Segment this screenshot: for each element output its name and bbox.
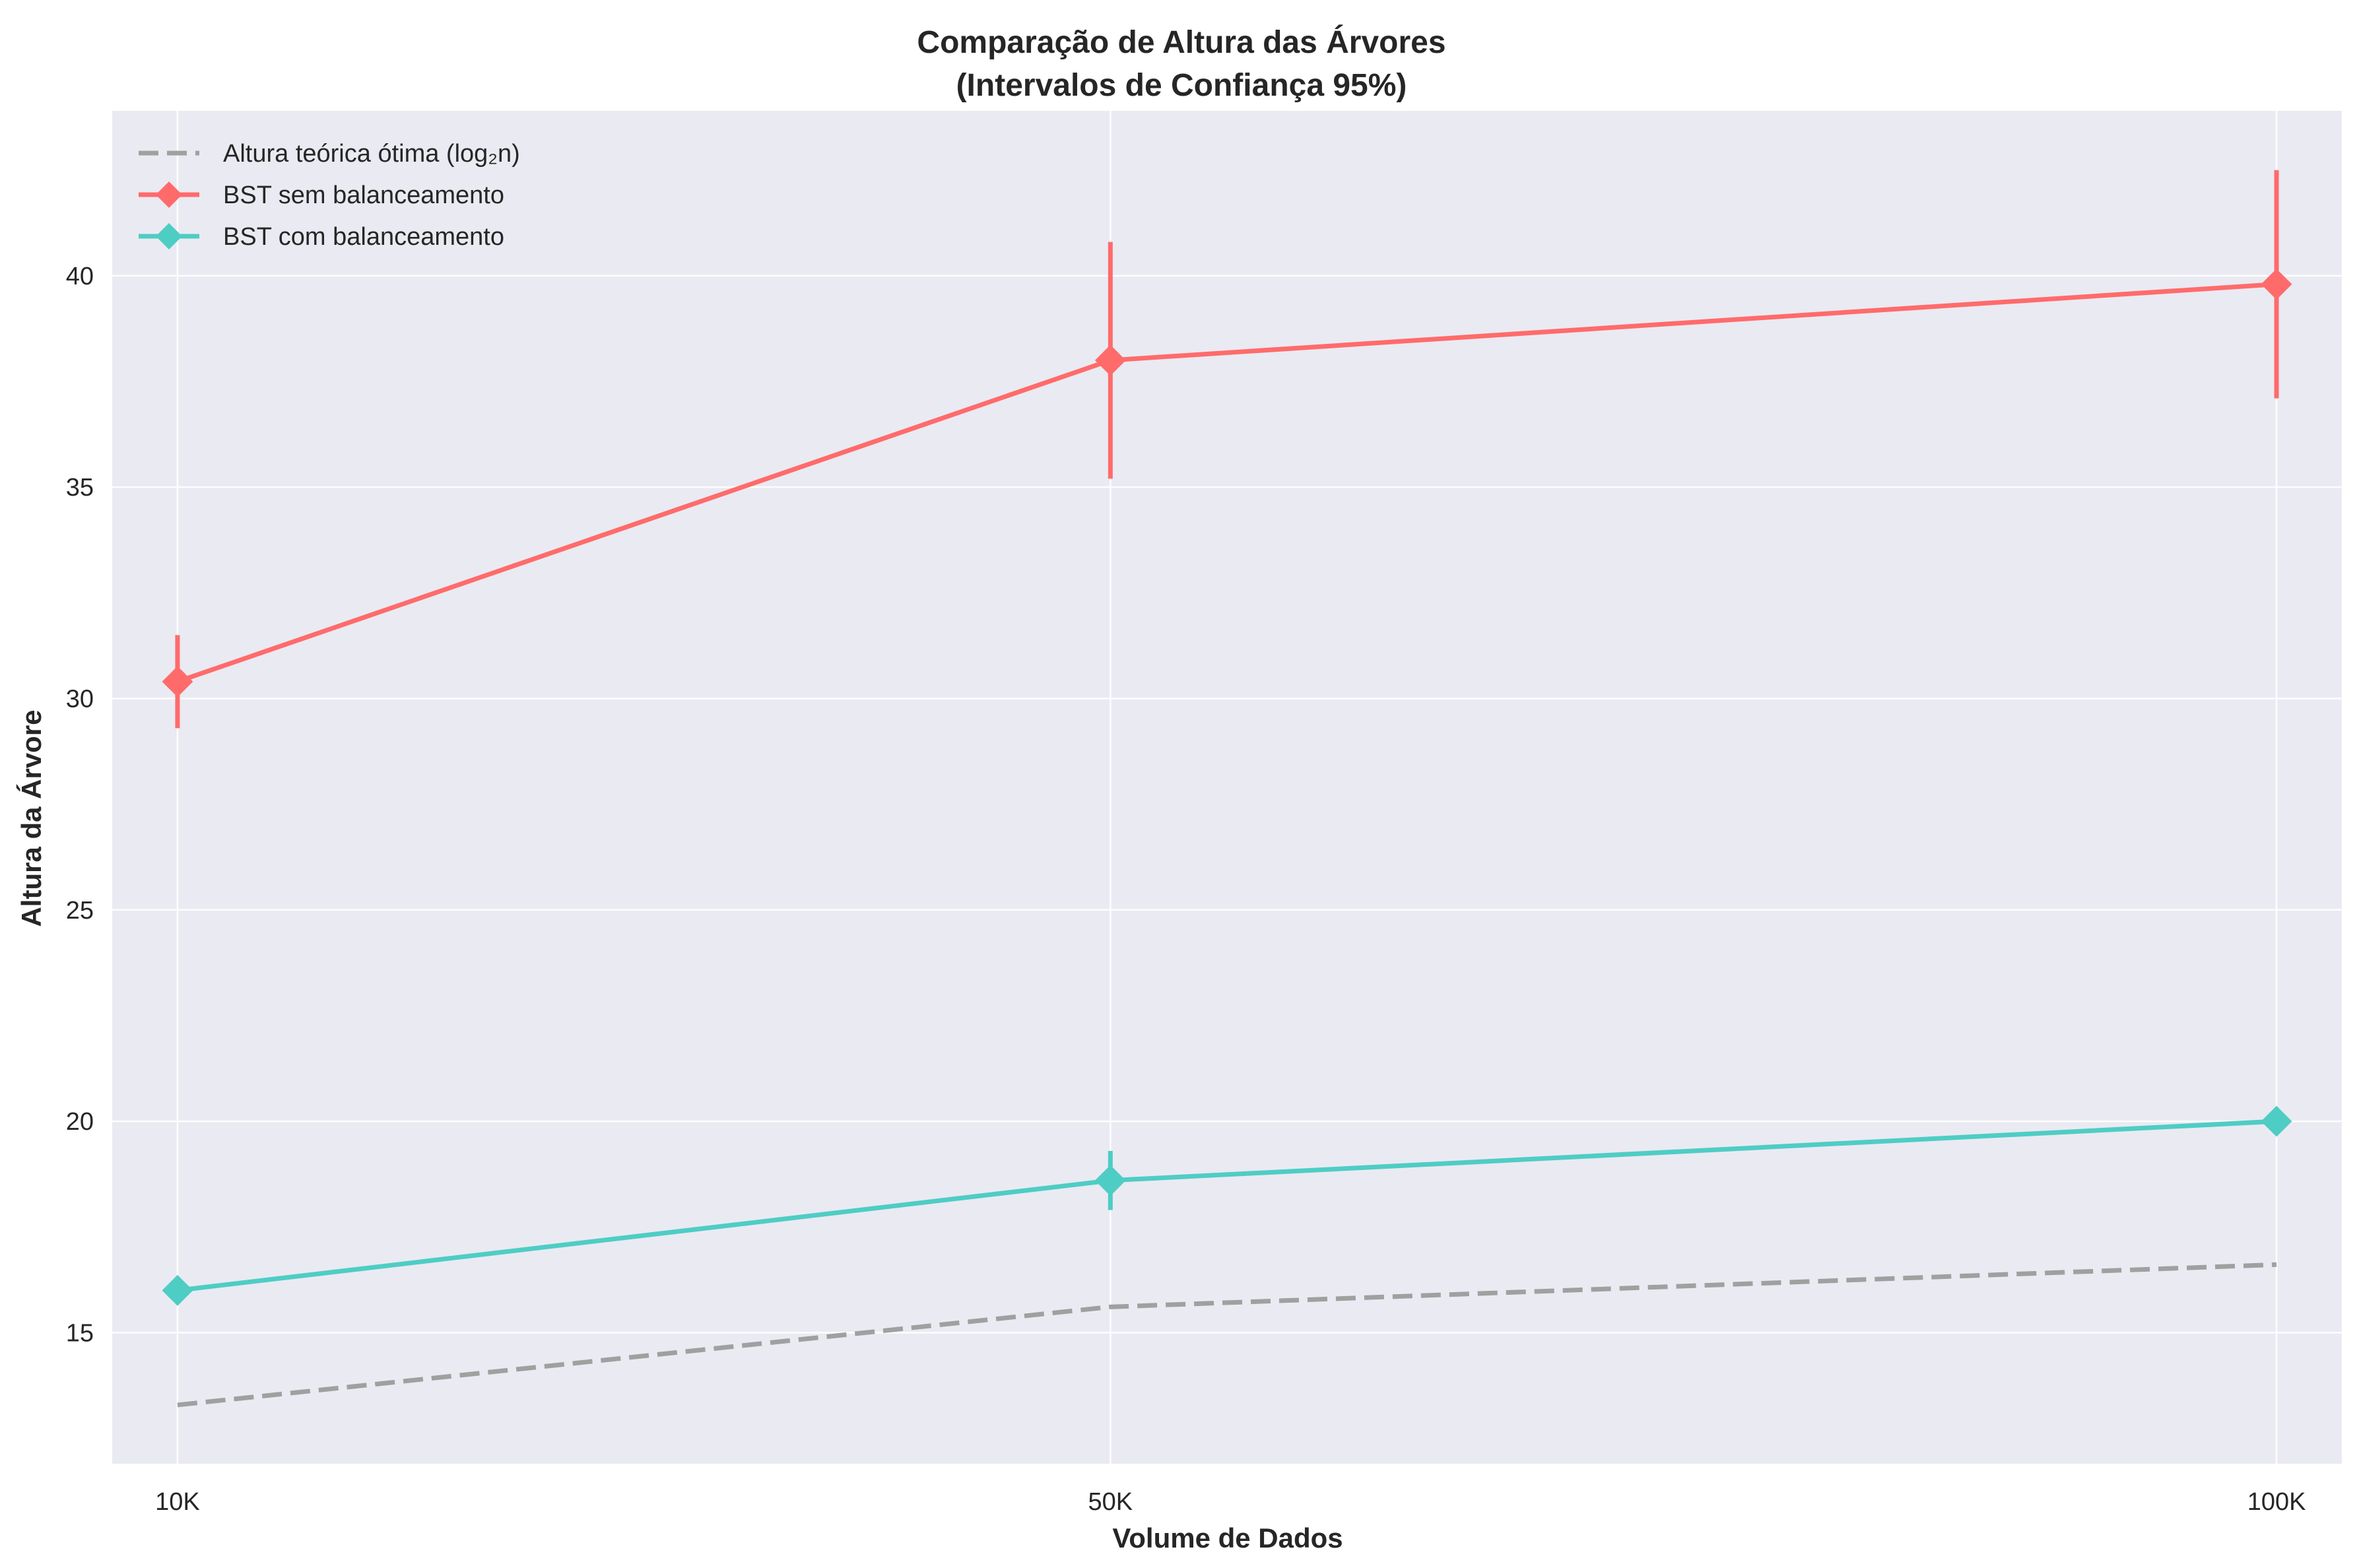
- series-line: [177, 1262, 2277, 1408]
- legend-swatch-marker: [156, 223, 182, 249]
- y-tick-label: 15: [66, 1319, 94, 1347]
- x-tick-labels: 10K 50K 100K: [155, 1488, 2306, 1516]
- y-tick-label: 35: [66, 474, 94, 502]
- data-point-marker: [162, 666, 193, 698]
- series-2: [162, 170, 2292, 729]
- series-1: [177, 1262, 2277, 1408]
- x-tick-label: 50K: [1088, 1488, 1133, 1516]
- legend: Altura teórica ótima (log₂n) BST sem bala…: [139, 140, 520, 251]
- x-tick-label: 10K: [155, 1488, 200, 1516]
- y-tick-label: 30: [66, 685, 94, 713]
- legend-entry-label: Altura teórica ótima (log₂n): [223, 140, 520, 168]
- series-3: [162, 1105, 2292, 1306]
- x-tick-label: 100K: [2247, 1488, 2306, 1516]
- chart-title: Comparação de Altura das Árvores: [917, 24, 1445, 60]
- legend-entry-label: BST com balanceamento: [223, 223, 504, 251]
- data-point-marker: [162, 1274, 193, 1306]
- y-tick-label: 25: [66, 897, 94, 925]
- y-tick-labels: 15 20 25 30 35 40: [66, 263, 94, 1348]
- data-point-marker: [1094, 1165, 1126, 1196]
- chart-subtitle: (Intervalos de Confiança 95%): [956, 68, 1407, 103]
- grid: [112, 111, 2342, 1464]
- series-layer: [162, 170, 2292, 1408]
- y-tick-label: 40: [66, 263, 94, 290]
- y-tick-label: 20: [66, 1108, 94, 1136]
- x-axis-label: Volume de Dados: [1112, 1522, 1343, 1553]
- y-axis-label: Altura da Árvore: [16, 709, 47, 927]
- legend-swatch-marker: [156, 181, 182, 208]
- data-point-marker: [2261, 1105, 2292, 1137]
- legend-entry-label: BST sem balanceamento: [223, 181, 504, 209]
- plot-area: [112, 111, 2342, 1464]
- data-point-marker: [2261, 269, 2292, 300]
- data-point-marker: [1094, 344, 1126, 376]
